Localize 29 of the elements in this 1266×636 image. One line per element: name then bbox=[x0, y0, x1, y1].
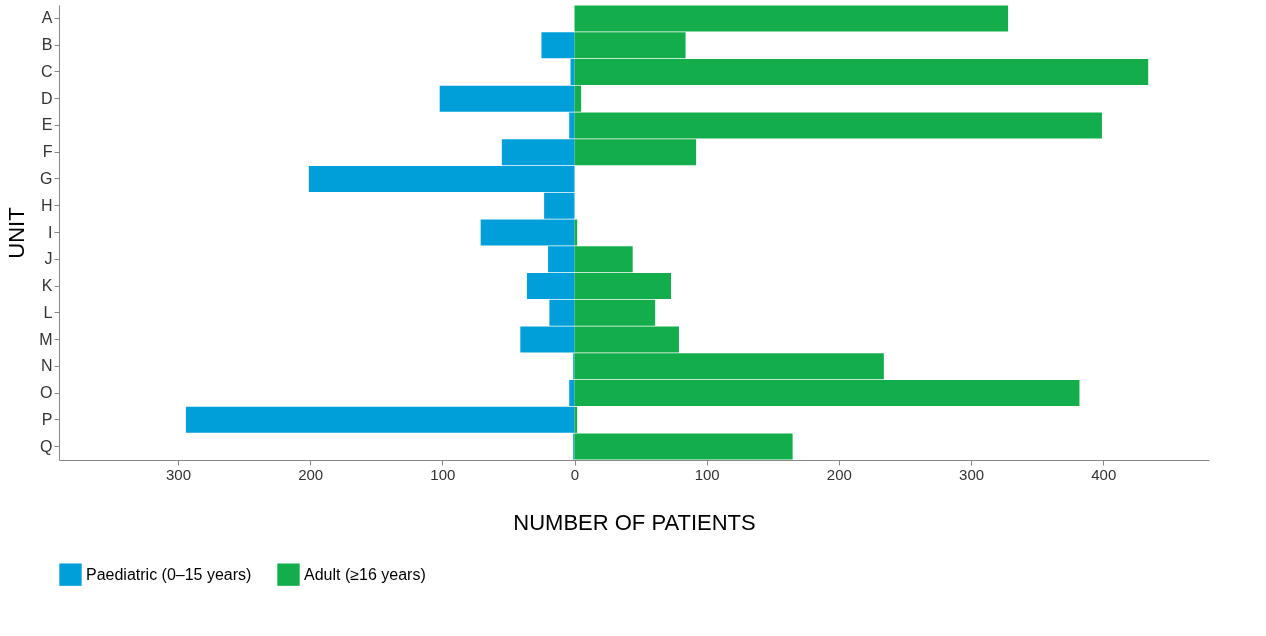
y-tick-label: B bbox=[41, 36, 53, 54]
x-tick-label: 400 bbox=[1091, 465, 1117, 483]
y-tick-label: J bbox=[44, 250, 53, 268]
y-tick-label: O bbox=[40, 384, 53, 402]
x-tick-label: 0 bbox=[570, 465, 580, 483]
legend-label: Adult (≥16 years) bbox=[304, 565, 426, 583]
y-tick-label: A bbox=[41, 9, 53, 27]
y-tick-label: C bbox=[40, 62, 53, 80]
y-tick-label: G bbox=[40, 169, 53, 187]
x-tick-label: 100 bbox=[694, 465, 720, 483]
x-tick-label: 200 bbox=[298, 465, 324, 483]
x-tick-label: 200 bbox=[826, 465, 852, 483]
y-tick-label: E bbox=[41, 116, 53, 134]
legend-label: Paediatric (0–15 years) bbox=[86, 565, 252, 583]
y-tick-label: H bbox=[40, 196, 53, 214]
x-tick-label: 300 bbox=[165, 465, 191, 483]
y-tick-label: P bbox=[41, 410, 53, 428]
y-tick-label: I bbox=[48, 223, 53, 241]
y-axis-title: UNIT bbox=[4, 207, 30, 259]
y-tick-label: L bbox=[43, 303, 53, 321]
y-tick-label: D bbox=[40, 89, 53, 107]
x-tick-label: 300 bbox=[959, 465, 985, 483]
y-tick-label: N bbox=[40, 357, 53, 375]
y-tick-label: M bbox=[39, 330, 53, 348]
y-tick-label: Q bbox=[40, 437, 53, 455]
x-axis-title: NUMBER OF PATIENTS bbox=[513, 509, 756, 535]
y-tick-label: K bbox=[41, 277, 53, 295]
y-tick-label: F bbox=[42, 143, 53, 161]
x-tick-label: 100 bbox=[430, 465, 456, 483]
